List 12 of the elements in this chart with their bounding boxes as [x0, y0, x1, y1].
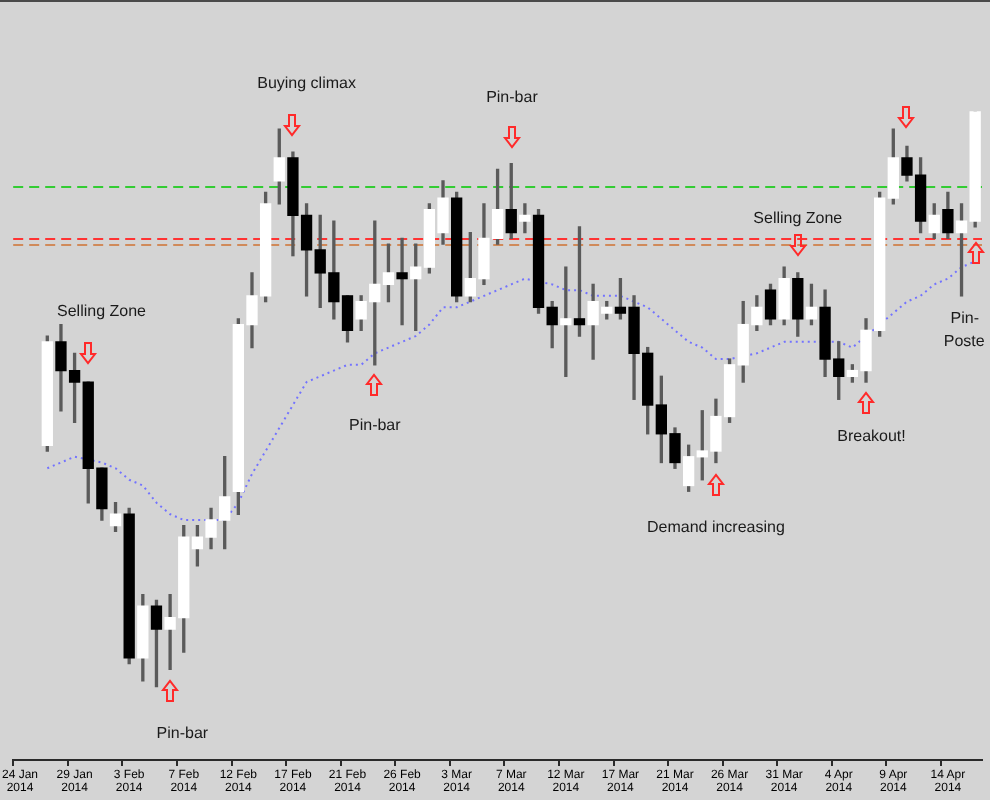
annotation: Selling Zone: [57, 301, 148, 320]
annotation: Pin-bar: [349, 415, 402, 434]
annotation: Demand increasing: [646, 518, 785, 537]
text: Buying climax: [257, 73, 356, 92]
candlestick: [396, 237, 408, 326]
annotation: Selling Zone: [753, 209, 844, 228]
annotation: Breakout!: [837, 427, 906, 446]
annotation: Pin-: [950, 309, 980, 328]
annotation: Poste: [943, 332, 986, 351]
text: Pin-bar: [156, 724, 209, 743]
text: Pin-bar: [486, 88, 539, 107]
candlestick: [519, 203, 531, 234]
